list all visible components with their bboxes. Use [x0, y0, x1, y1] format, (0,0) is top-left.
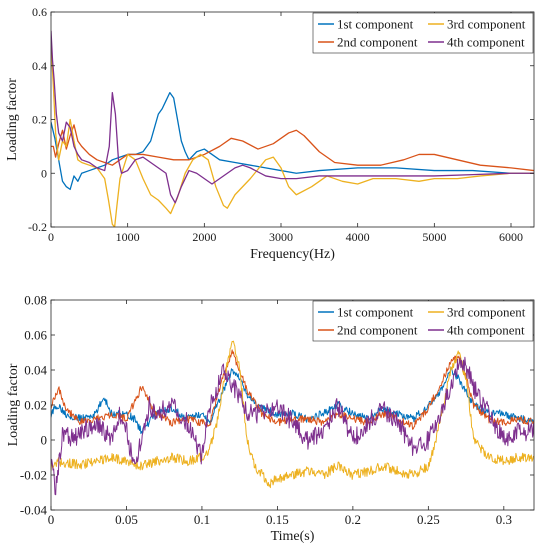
- x-tick-label: 0: [48, 512, 55, 527]
- legend-entry: 1st component: [337, 305, 414, 320]
- x-tick-label: 0.2: [345, 512, 361, 527]
- y-tick-label: 0.6: [32, 5, 47, 19]
- y-tick-label: 0: [41, 166, 47, 180]
- frequency-chart: 0 1000 2000 3000 4000 5000 6000-0.200.20.40.6F…: [5, 5, 535, 262]
- x-tick-label: 0.1: [194, 512, 210, 527]
- x-tick-label: 0.15: [266, 512, 289, 527]
- legend-entry: 3rd component: [447, 17, 526, 32]
- x-tick-label: 3000: [269, 230, 293, 244]
- y-tick-label: 0.02: [24, 398, 47, 413]
- y-tick-label: -0.04: [20, 503, 48, 518]
- x-axis-label: Time(s): [271, 529, 315, 544]
- series-line-3: [51, 44, 534, 227]
- x-tick-label: 6000: [499, 230, 523, 244]
- x-tick-label: 4000: [346, 230, 370, 244]
- time-chart: 0 0.05 0.1 0.15 0.2 0.25 0.3 -0.04 -0.02 0 0.02 0.0…: [6, 293, 535, 544]
- y-axis-label: Loading factor: [5, 78, 20, 161]
- x-tick-label: 0.05: [115, 512, 138, 527]
- legend-box: [312, 12, 534, 54]
- legend: 1st component 2nd component 3rd component 4…: [312, 12, 534, 54]
- y-tick-label: 0.04: [24, 363, 47, 378]
- x-tick-label: 5000: [422, 230, 446, 244]
- legend-box: [312, 300, 534, 342]
- x-tick-label: 0: [48, 230, 54, 244]
- series-line-1: [51, 91, 534, 191]
- y-tick-label: 0.06: [24, 328, 47, 343]
- series-line-3: [51, 340, 534, 489]
- legend-entry: 4th component: [447, 35, 525, 50]
- x-tick-label: 0.3: [496, 512, 512, 527]
- series-line-1: [51, 366, 534, 435]
- y-tick-label: 0: [41, 433, 48, 448]
- x-tick-label: 0.25: [417, 512, 440, 527]
- y-tick-label: -0.2: [28, 220, 47, 234]
- legend-entry: 2nd component: [337, 35, 418, 50]
- y-tick-label: -0.02: [20, 468, 47, 483]
- x-tick-label: 1000: [116, 230, 140, 244]
- series-line-2: [51, 124, 534, 172]
- series-line-4: [51, 30, 534, 204]
- legend-entry: 2nd component: [337, 323, 418, 338]
- legend: 1st component 2nd component 3rd component 4…: [312, 300, 534, 342]
- legend-entry: 4th component: [447, 323, 525, 338]
- series-line-2: [51, 349, 534, 430]
- y-tick-label: 0.2: [32, 113, 47, 127]
- legend-entry: 3rd component: [447, 305, 526, 320]
- y-tick-label: 0.08: [24, 293, 47, 308]
- x-tick-label: 2000: [192, 230, 216, 244]
- series-line-4: [51, 356, 534, 496]
- legend-entry: 1st component: [337, 17, 414, 32]
- x-axis-label: Frequency(Hz): [250, 247, 335, 262]
- y-tick-label: 0.4: [32, 59, 47, 73]
- y-axis-label: Loading factor: [6, 363, 21, 446]
